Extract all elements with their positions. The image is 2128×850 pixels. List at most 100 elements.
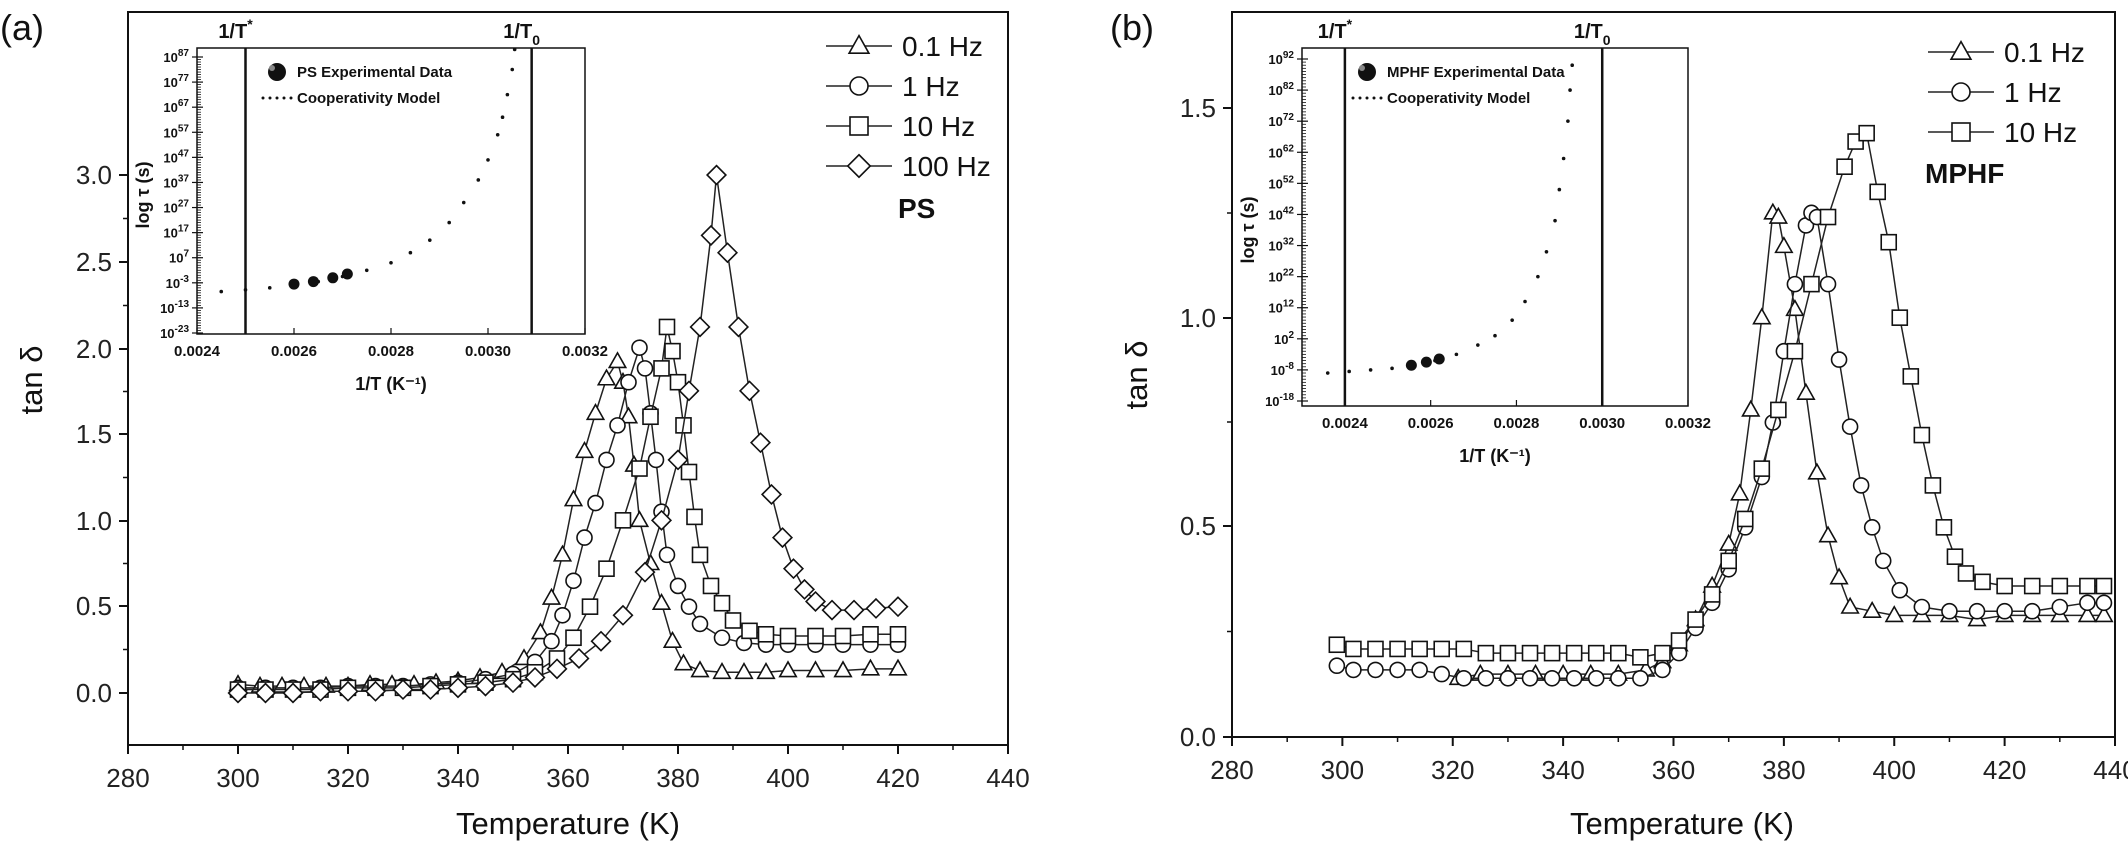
data-point: [552, 544, 573, 562]
x-tick-label: 420: [1983, 755, 2026, 785]
model-point: [408, 250, 413, 255]
inset-x-axis-title: 1/T (K⁻¹): [1459, 446, 1531, 466]
model-point: [1347, 369, 1351, 374]
data-point: [2079, 594, 2096, 612]
inset-y-tick-label: 1047: [163, 148, 189, 165]
x-tick-label: 280: [106, 763, 149, 793]
legend-marker: [849, 76, 869, 96]
data-point: [1730, 483, 1750, 501]
data-point: [419, 679, 442, 701]
panel-label: (b): [1110, 7, 1154, 48]
inset-y-tick-label: 1077: [163, 73, 189, 90]
data-point: [678, 380, 700, 402]
model-point: [1510, 318, 1514, 322]
x-tick-label: 380: [1762, 755, 1805, 785]
data-point: [669, 373, 687, 391]
x-axis-title: Temperature (K): [1570, 806, 1794, 841]
data-point: [1736, 510, 1754, 528]
data-point: [862, 625, 879, 643]
data-point: [1924, 477, 1942, 494]
data-point: [576, 529, 593, 546]
data-point: [1741, 399, 1761, 417]
inset-legend-marker-model: [261, 96, 265, 100]
data-point: [1836, 158, 1853, 176]
data-point: [1367, 661, 1384, 679]
model-point: [486, 158, 490, 162]
inset-x-tick-label: 0.0026: [271, 343, 317, 360]
data-point: [568, 647, 590, 669]
data-point: [2095, 577, 2113, 595]
data-point: [309, 680, 332, 702]
data-point: [691, 546, 709, 564]
data-point: [554, 606, 571, 624]
inset-legend-model: Cooperativity Model: [297, 90, 440, 107]
model-point: [243, 288, 248, 292]
inset-y-tick-label: 1087: [163, 48, 189, 65]
inset-legend-marker-model: [1372, 96, 1376, 100]
model-point: [476, 178, 481, 182]
legend-marker: [849, 116, 869, 136]
inset-legend-experimental: PS Experimental Data: [297, 64, 453, 81]
data-point: [1941, 602, 1958, 620]
inset-y-tick-label: 10-23: [160, 324, 189, 341]
data-point: [474, 675, 497, 697]
inset-x-tick-label: 0.0030: [1579, 415, 1625, 432]
data-point: [2051, 577, 2069, 595]
data-point: [1389, 640, 1406, 658]
data-point: [1902, 368, 1920, 385]
data-point: [546, 658, 568, 680]
data-point: [1874, 552, 1892, 570]
data-point: [502, 672, 524, 694]
inset-frame: [196, 47, 586, 335]
x-tick-label: 440: [986, 763, 1029, 793]
data-point: [598, 451, 615, 469]
data-point: [647, 451, 665, 469]
data-point: [1752, 307, 1772, 325]
model-point: [500, 115, 505, 120]
data-point: [807, 627, 824, 645]
model-point: [447, 220, 452, 225]
inset-legend-marker-model: [1365, 96, 1369, 100]
data-point: [612, 604, 634, 626]
data-point: [642, 408, 659, 426]
data-point: [2023, 577, 2041, 595]
data-point: [1411, 661, 1428, 679]
data-point: [631, 339, 648, 356]
data-point: [1687, 611, 1704, 628]
data-point: [1774, 236, 1794, 254]
data-point: [760, 483, 783, 505]
inset-y-tick-label: 1057: [163, 123, 189, 140]
model-point: [1568, 88, 1572, 92]
inset-y-tick-label: 1052: [1268, 174, 1294, 191]
data-point: [702, 577, 720, 595]
data-point: [254, 682, 277, 704]
inset-x-tick-label: 0.0032: [1665, 415, 1711, 432]
x-tick-label: 360: [546, 763, 589, 793]
model-point: [1566, 119, 1570, 123]
inset-y-tick-label: 10-18: [1265, 392, 1294, 409]
inset-y-tick-label: 1082: [1268, 81, 1294, 98]
data-point: [1477, 644, 1495, 662]
data-point: [2023, 602, 2041, 620]
x-tick-label: 280: [1210, 755, 1253, 785]
inset-vline-label-tstar: 1/T*: [218, 16, 253, 43]
data-point: [833, 660, 853, 678]
y-tick-label: 2.5: [76, 247, 112, 277]
data-point: [673, 653, 694, 671]
inset-legend-marker-highlight: [1359, 65, 1365, 71]
inset-x-tick-label: 0.0024: [1322, 415, 1369, 432]
data-point: [1521, 644, 1539, 662]
data-point: [821, 599, 843, 621]
data-point: [691, 615, 709, 633]
x-tick-label: 300: [216, 763, 259, 793]
inset-x-tick-label: 0.0028: [1493, 415, 1539, 432]
data-point: [585, 403, 606, 421]
inset-x-tick-label: 0.0032: [562, 343, 608, 360]
panel-b: 280 300 320 340 360 380 400 420 440 0.0 0.5 1.0 1.5 T…: [1110, 7, 2128, 841]
x-tick-label: 340: [436, 763, 479, 793]
y-tick-label: 2.0: [76, 334, 112, 364]
inset-frame: [1301, 47, 1689, 407]
data-point: [1913, 598, 1931, 616]
inset-y-tick-label: 1042: [1268, 205, 1294, 222]
data-point: [651, 592, 672, 611]
